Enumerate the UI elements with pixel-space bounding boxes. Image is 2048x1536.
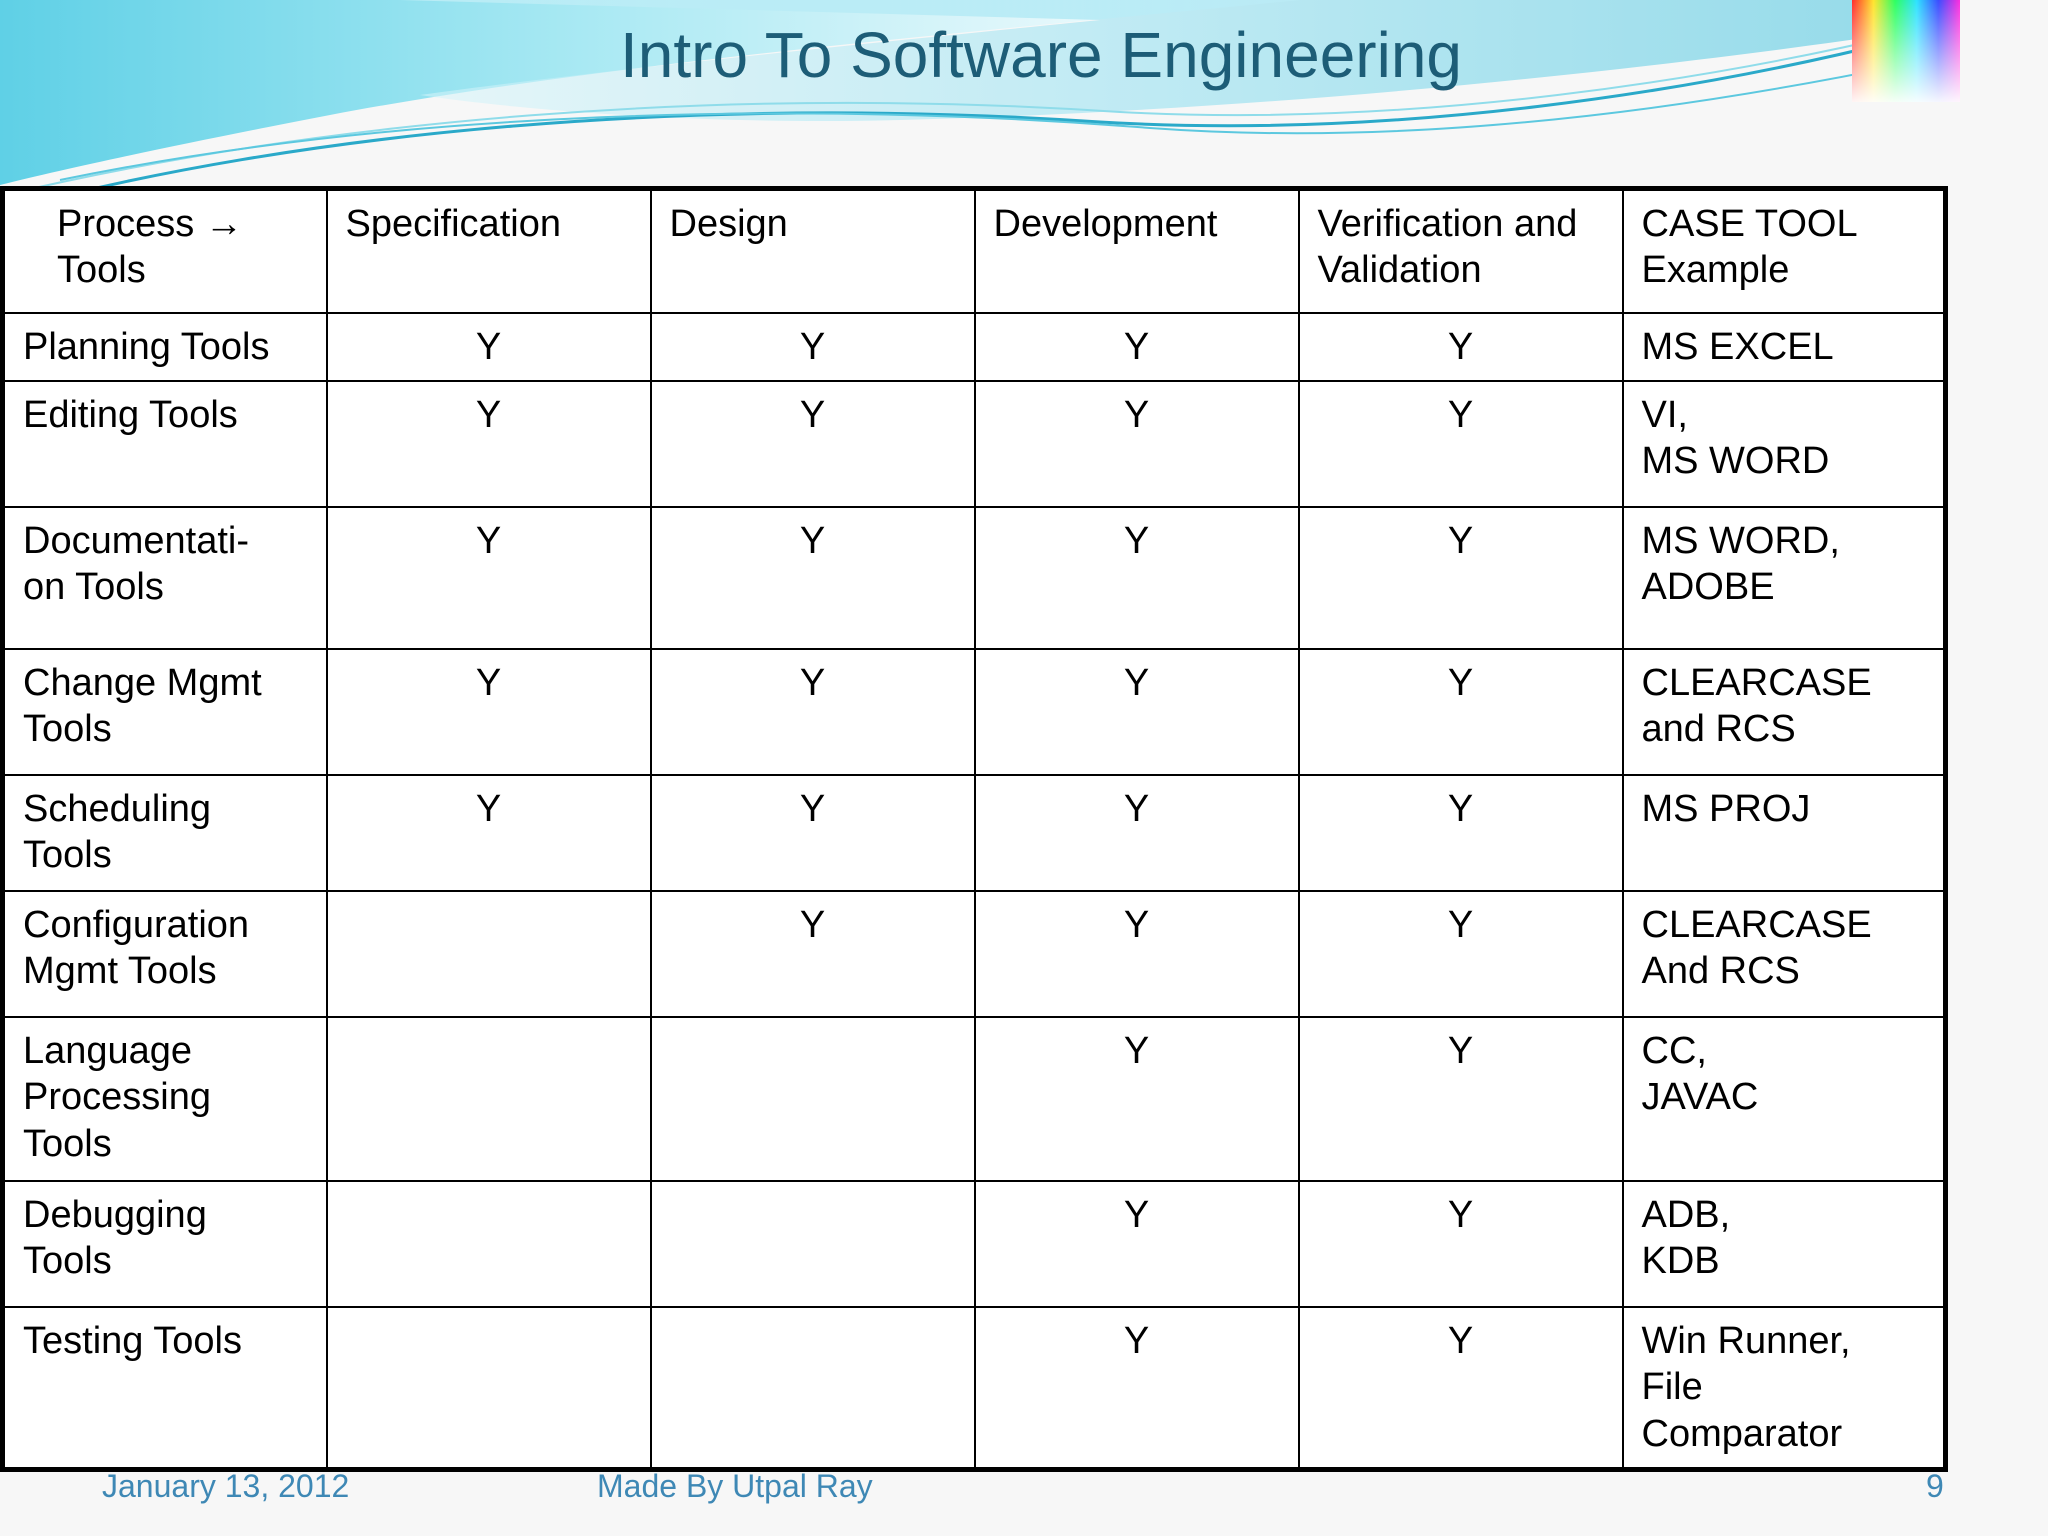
development-cell: Y xyxy=(973,1179,1300,1308)
design-cell xyxy=(649,1305,976,1471)
specification-cell: Y xyxy=(325,311,652,382)
tool-name-cell: Debugging Tools xyxy=(1,1179,328,1308)
verification-cell: Y xyxy=(1297,1015,1624,1182)
verification-cell: Y xyxy=(1297,647,1624,776)
verification-cell: Y xyxy=(1297,773,1624,892)
tool-name-cell: Testing Tools xyxy=(1,1305,328,1471)
case-tool-example-cell: MS PROJ xyxy=(1621,773,1947,892)
verification-cell: Y xyxy=(1297,889,1624,1018)
development-cell: Y xyxy=(973,889,1300,1018)
slide-title: Intro To Software Engineering xyxy=(620,19,1462,91)
tool-name-cell: Documentati- on Tools xyxy=(1,505,328,650)
development-cell: Y xyxy=(973,379,1300,508)
footer-page-number: 9 xyxy=(1926,1468,1944,1504)
specification-cell xyxy=(325,1015,652,1182)
specification-cell xyxy=(325,1179,652,1308)
table-row: Editing Tools Y Y Y Y VI, MS WORD xyxy=(1,379,1947,508)
header-case-tool-example: CASE TOOL Example xyxy=(1621,187,1947,314)
footer-author: Made By Utpal Ray xyxy=(597,1468,873,1504)
header-specification: Specification xyxy=(325,187,652,314)
verification-cell: Y xyxy=(1297,379,1624,508)
header-design: Design xyxy=(649,187,976,314)
table-row: Scheduling Tools Y Y Y Y MS PROJ xyxy=(1,773,1947,892)
header-verification-validation: Verification and Validation xyxy=(1297,187,1624,314)
specification-cell: Y xyxy=(325,773,652,892)
header-process-tools: Process → Tools xyxy=(1,187,328,314)
development-cell: Y xyxy=(973,311,1300,382)
tool-name-cell: Change Mgmt Tools xyxy=(1,647,328,776)
case-tool-example-cell: MS EXCEL xyxy=(1621,311,1947,382)
table-row: Documentati- on Tools Y Y Y Y MS WORD, A… xyxy=(1,505,1947,650)
case-tool-example-cell: CLEARCASE and RCS xyxy=(1621,647,1947,776)
table-row: Change Mgmt Tools Y Y Y Y CLEARCASE and … xyxy=(1,647,1947,776)
tool-name-cell: Configuration Mgmt Tools xyxy=(1,889,328,1018)
specification-cell xyxy=(325,1305,652,1471)
verification-cell: Y xyxy=(1297,311,1624,382)
tool-name-cell: Editing Tools xyxy=(1,379,328,508)
development-cell: Y xyxy=(973,505,1300,650)
case-tool-example-cell: CC, JAVAC xyxy=(1621,1015,1947,1182)
design-cell: Y xyxy=(649,647,976,776)
table-row: Testing Tools Y Y Win Runner, File Compa… xyxy=(1,1305,1947,1471)
specification-cell: Y xyxy=(325,505,652,650)
case-tool-example-cell: ADB, KDB xyxy=(1621,1179,1947,1308)
development-cell: Y xyxy=(973,647,1300,776)
color-spectrum-decoration xyxy=(1852,0,1960,102)
header-development: Development xyxy=(973,187,1300,314)
design-cell xyxy=(649,1015,976,1182)
case-tool-example-cell: MS WORD, ADOBE xyxy=(1621,505,1947,650)
tool-name-cell: Planning Tools xyxy=(1,311,328,382)
table-row: Debugging Tools Y Y ADB, KDB xyxy=(1,1179,1947,1308)
development-cell: Y xyxy=(973,1015,1300,1182)
design-cell xyxy=(649,1179,976,1308)
design-cell: Y xyxy=(649,773,976,892)
verification-cell: Y xyxy=(1297,505,1624,650)
development-cell: Y xyxy=(973,773,1300,892)
case-tools-table: Process → Tools Specification Design Dev… xyxy=(0,186,1948,1472)
table-row: Language Processing Tools Y Y CC, JAVAC xyxy=(1,1015,1947,1182)
design-cell: Y xyxy=(649,889,976,1018)
tool-name-cell: Language Processing Tools xyxy=(1,1015,328,1182)
development-cell: Y xyxy=(973,1305,1300,1471)
case-tool-example-cell: CLEARCASE And RCS xyxy=(1621,889,1947,1018)
specification-cell: Y xyxy=(325,379,652,508)
specification-cell xyxy=(325,889,652,1018)
case-tool-example-cell: Win Runner, File Comparator xyxy=(1621,1305,1947,1471)
design-cell: Y xyxy=(649,379,976,508)
specification-cell: Y xyxy=(325,647,652,776)
verification-cell: Y xyxy=(1297,1305,1624,1471)
table-header-row: Process → Tools Specification Design Dev… xyxy=(1,187,1947,314)
design-cell: Y xyxy=(649,311,976,382)
verification-cell: Y xyxy=(1297,1179,1624,1308)
design-cell: Y xyxy=(649,505,976,650)
header-wave-decoration xyxy=(0,0,1951,214)
case-tool-example-cell: VI, MS WORD xyxy=(1621,379,1947,508)
table-row: Configuration Mgmt Tools Y Y Y CLEARCASE… xyxy=(1,889,1947,1018)
tool-name-cell: Scheduling Tools xyxy=(1,773,328,892)
footer-date: January 13, 2012 xyxy=(102,1468,350,1504)
table-row: Planning Tools Y Y Y Y MS EXCEL xyxy=(1,311,1947,382)
